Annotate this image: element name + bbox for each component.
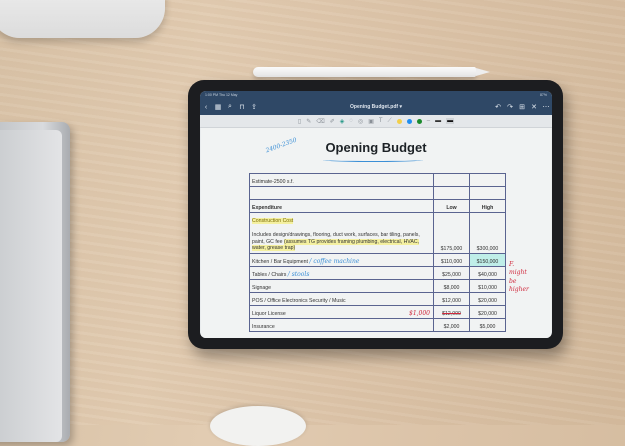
- lasso-icon[interactable]: ◌: [349, 118, 353, 124]
- construction-desc: Includes design/drawings, flooring, duct…: [252, 231, 420, 245]
- page-heading: Opening Budget: [325, 140, 427, 155]
- ink-liquor-note: $1,000: [409, 310, 430, 317]
- magic-mouse: [0, 0, 165, 38]
- apple-pencil: [253, 67, 490, 77]
- table-row: Tables / Chairs / stools $25,000 $40,000: [249, 266, 506, 280]
- bookmark-icon[interactable]: ⊓: [239, 104, 245, 111]
- eraser-icon[interactable]: ⌫: [316, 118, 325, 125]
- cell-low: $110,000: [433, 253, 470, 267]
- color-green[interactable]: [416, 118, 422, 124]
- row-label: Tables / Chairs: [252, 272, 287, 278]
- estimate-cell: Estimate-2500 s.f.: [249, 173, 434, 187]
- reader-icon[interactable]: ▯: [297, 118, 302, 125]
- pointer-icon[interactable]: ⟋: [387, 117, 392, 124]
- header-expenditure: Expenditure: [249, 199, 434, 213]
- cell-high: $20,000: [469, 305, 506, 319]
- cell-low: $25,000: [433, 266, 470, 280]
- cell-high: $150,000: [469, 253, 506, 267]
- table-row: Kitchen / Bar Equipment / coffee machine…: [249, 253, 506, 267]
- pen-icon[interactable]: ✎: [306, 118, 312, 125]
- cell-high: $10,000: [469, 279, 506, 293]
- more-icon[interactable]: ⋯: [542, 104, 550, 111]
- ink-coffee-note: / coffee machine: [309, 258, 360, 265]
- share-icon[interactable]: ⇪: [251, 104, 257, 111]
- color-blue[interactable]: [406, 118, 412, 124]
- battery-level: 87%: [539, 93, 547, 97]
- tool-bar: ▯ ✎ ⌫ ✐ ◈ ◌ ◎ ▣ T ⟋ – ▬ ▬: [200, 115, 552, 128]
- table-row: Signage $8,000 $10,000: [249, 279, 506, 293]
- row-label: POS / Office Electronics Security / Musi…: [249, 292, 434, 306]
- stroke-medium[interactable]: ▬: [435, 118, 442, 124]
- row-label: Liquor License: [252, 311, 286, 317]
- stroke-thin[interactable]: –: [426, 118, 431, 124]
- cell-low: $2,000: [433, 318, 470, 332]
- table-row: POS / Office Electronics Security / Musi…: [249, 292, 506, 306]
- add-page-icon[interactable]: ⊞: [519, 104, 525, 111]
- stroke-thick[interactable]: ▬: [446, 118, 455, 124]
- row-label: Insurance: [249, 318, 434, 332]
- cell-low: $175,000: [433, 212, 470, 254]
- ipad: 1:00 PM Thu 12 May 87% ‹ ▦ ⌕ ⊓ ⇪ Opening…: [188, 80, 563, 349]
- highlighter-icon[interactable]: ✐: [329, 118, 335, 125]
- laser-icon[interactable]: ◎: [357, 118, 364, 125]
- shapes-icon[interactable]: ◈: [339, 118, 345, 125]
- dish: [210, 406, 306, 446]
- nav-bar: ‹ ▦ ⌕ ⊓ ⇪ Opening Budget.pdf ▾ ↶ ↷ ⊞ ✕ ⋯: [200, 99, 552, 115]
- table-row: Construction Cost Includes design/drawing…: [249, 212, 506, 254]
- status-bar: 1:00 PM Thu 12 May 87%: [200, 91, 552, 99]
- cell-high: $300,000: [469, 212, 506, 254]
- header-low: Low: [433, 199, 470, 213]
- ink-underline: [323, 158, 423, 162]
- document-page[interactable]: Opening Budget 2400-2350 Estimate-2500 s…: [201, 128, 551, 338]
- budget-table: Estimate-2500 s.f. Expenditure Low High Co…: [249, 173, 506, 332]
- search-icon[interactable]: ⌕: [228, 103, 232, 110]
- document-title[interactable]: Opening Budget.pdf ▾: [350, 104, 402, 110]
- table-row: Insurance $2,000 $5,000: [249, 318, 506, 332]
- cell-low: $12,000: [433, 305, 470, 319]
- header-high: High: [469, 199, 506, 213]
- grid-icon[interactable]: ▦: [214, 104, 222, 111]
- close-icon[interactable]: ✕: [531, 104, 537, 111]
- undo-icon[interactable]: ↶: [495, 104, 501, 111]
- ink-side-note: F. might be higher: [509, 261, 529, 294]
- cell-high: $20,000: [469, 292, 506, 306]
- cell-low: $8,000: [433, 279, 470, 293]
- redo-icon[interactable]: ↷: [507, 104, 513, 111]
- cell-high: $40,000: [469, 266, 506, 280]
- table-row: Liquor License $1,000 $12,000 $20,000: [249, 305, 506, 319]
- image-icon[interactable]: ▣: [368, 118, 374, 125]
- color-yellow[interactable]: [396, 118, 402, 124]
- back-icon[interactable]: ‹: [204, 103, 208, 111]
- laptop: [0, 122, 70, 442]
- cell-high: $5,000: [469, 318, 506, 332]
- cell-low: $12,000: [433, 292, 470, 306]
- construction-label: Construction Cost: [252, 218, 294, 225]
- text-icon[interactable]: T: [378, 118, 383, 124]
- ink-stools-note: / stools: [287, 271, 310, 278]
- row-label: Signage: [249, 279, 434, 293]
- status-time: 1:00 PM Thu 12 May: [205, 93, 238, 97]
- row-label: Kitchen / Bar Equipment: [252, 259, 308, 265]
- screen: 1:00 PM Thu 12 May 87% ‹ ▦ ⌕ ⊓ ⇪ Opening…: [200, 91, 552, 338]
